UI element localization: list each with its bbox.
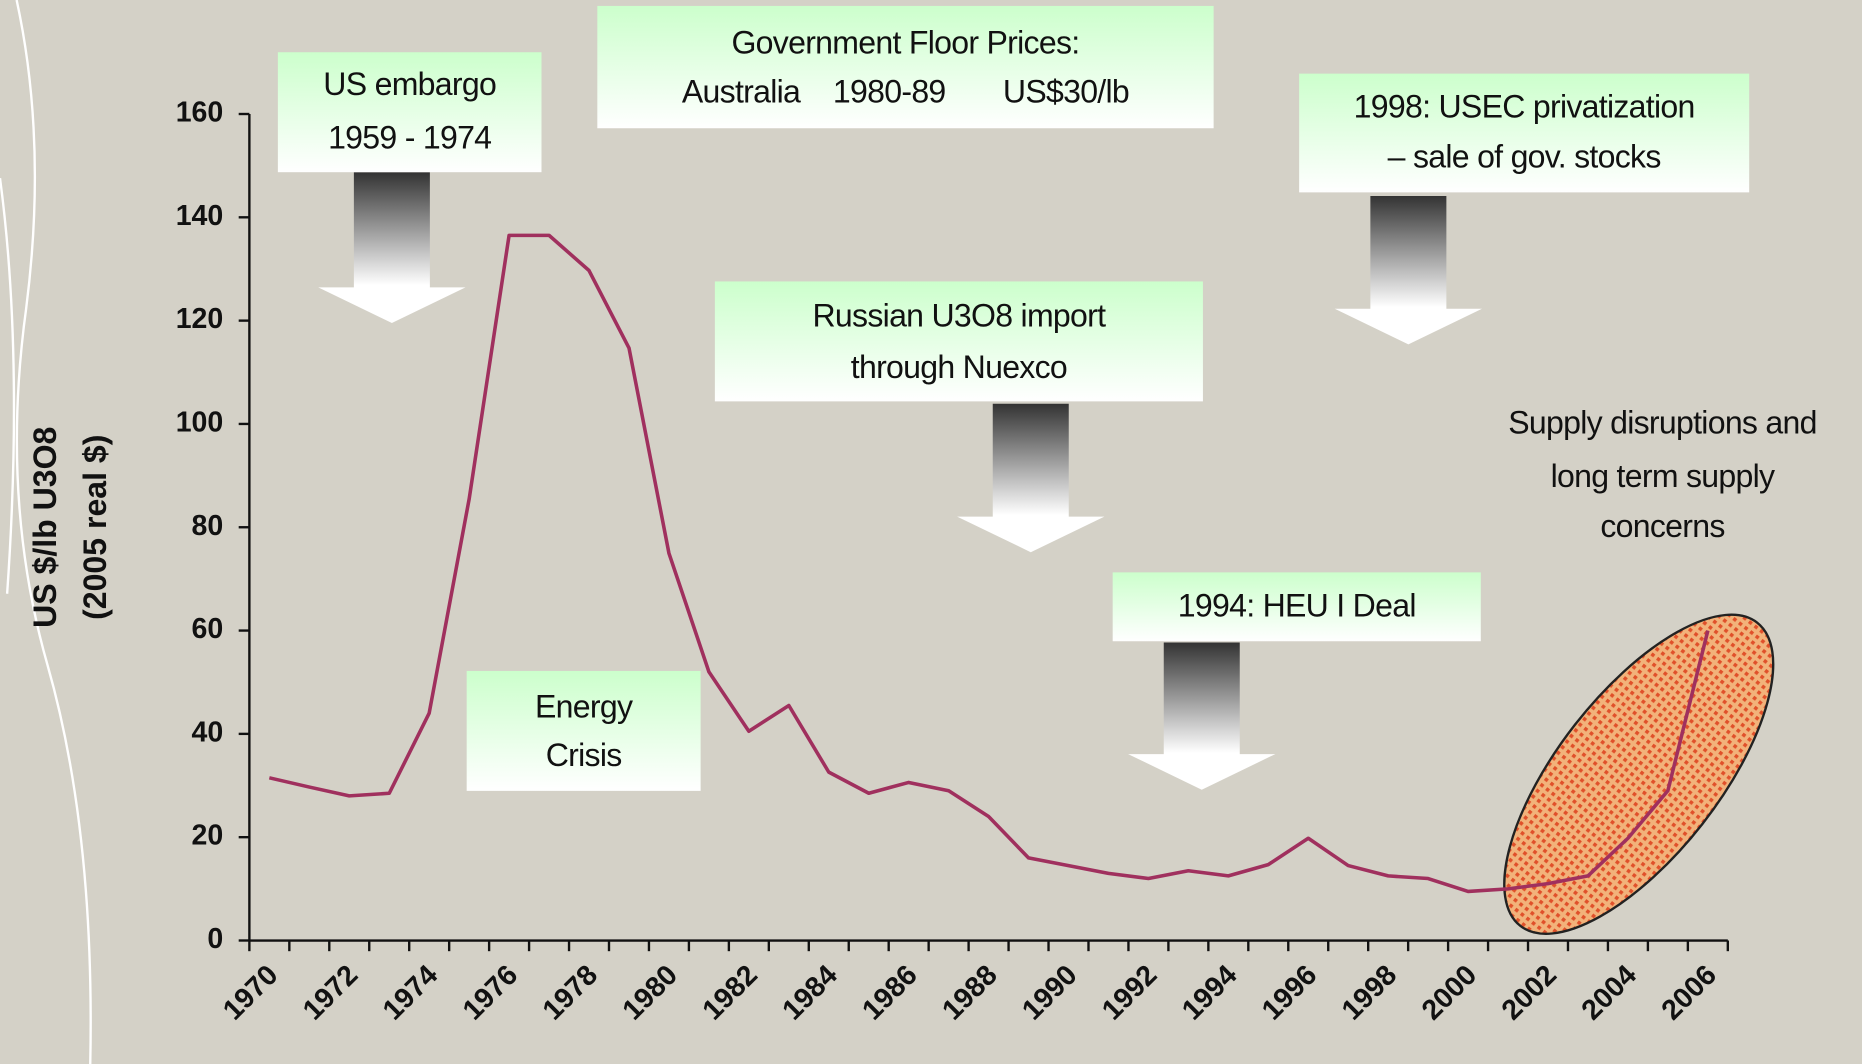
y-tick-label: 100 bbox=[176, 406, 224, 438]
annotation-text: 1994: HEU I Deal bbox=[1178, 587, 1416, 623]
annotation-text: Crisis bbox=[546, 737, 622, 773]
arrow bbox=[957, 403, 1105, 553]
annotation-text: Australia 1980-89 US$30/lb bbox=[682, 73, 1129, 109]
price-line bbox=[268, 233, 1710, 894]
annotation-box bbox=[466, 670, 701, 791]
y-tick-label: 80 bbox=[192, 510, 224, 542]
annotation-text: Government Floor Prices: bbox=[731, 25, 1079, 61]
annotation-text: through Nuexco bbox=[851, 349, 1067, 385]
y-tick-label: 160 bbox=[176, 97, 224, 129]
annotation-text: Russian U3O8 import bbox=[813, 298, 1107, 334]
annotation-text: Supply disruptions and bbox=[1508, 405, 1817, 441]
annotation-text: concerns bbox=[1600, 508, 1724, 544]
arrow bbox=[318, 172, 466, 323]
y-tick-label: 0 bbox=[207, 923, 223, 955]
annotation-text: 1998: USEC privatization bbox=[1354, 89, 1695, 125]
y-tick-label: 120 bbox=[176, 303, 224, 335]
y-axis-label: US $/lb U3O8 bbox=[27, 427, 63, 628]
y-tick-label: 60 bbox=[192, 613, 224, 645]
annotation-box bbox=[277, 52, 542, 173]
y-axis-label: (2005 real $) bbox=[77, 435, 113, 620]
arrow bbox=[1128, 642, 1276, 790]
annotation-text: 1959 - 1974 bbox=[328, 120, 491, 156]
annotation-text: long term supply bbox=[1551, 458, 1775, 494]
annotation-box bbox=[714, 281, 1203, 402]
annotation-text: Energy bbox=[535, 688, 633, 724]
decoration bbox=[0, 177, 16, 594]
y-tick-label: 20 bbox=[192, 820, 224, 852]
arrows bbox=[318, 172, 1482, 790]
annotation-text: US embargo bbox=[323, 66, 496, 102]
y-tick-label: 40 bbox=[192, 716, 224, 748]
annotation-box bbox=[1112, 572, 1481, 642]
y-tick-label: 140 bbox=[176, 200, 224, 232]
decoration bbox=[15, 0, 92, 1064]
annotation-box bbox=[1299, 73, 1750, 193]
highlight-ellipse bbox=[1503, 613, 1775, 935]
annotation-text: – sale of gov. stocks bbox=[1388, 139, 1661, 175]
arrow bbox=[1334, 195, 1482, 345]
annotation-box bbox=[597, 5, 1214, 129]
